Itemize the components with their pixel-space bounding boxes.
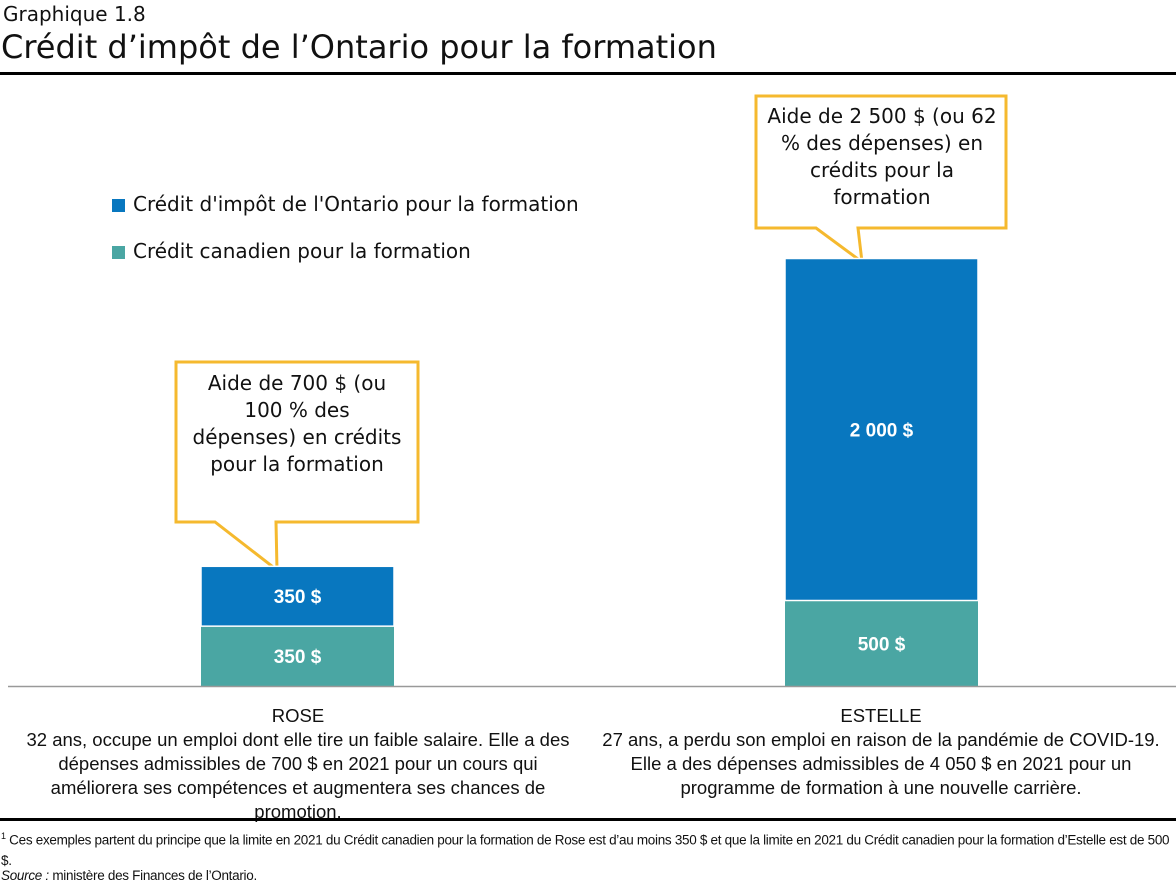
bar-estelle-series-0: [785, 600, 978, 686]
data-label: 350 $: [274, 587, 322, 608]
data-label: 2 000 $: [850, 421, 914, 442]
callout-box-rose: [174, 360, 420, 574]
callout-box-estelle: [754, 94, 1008, 266]
legend-item-canada: Crédit canadien pour la formation: [112, 239, 471, 263]
category-label: ESTELLE: [840, 705, 922, 726]
chart-title: Crédit d’impôt de l’Ontario pour la form…: [1, 28, 717, 66]
source-text: ministère des Finances de l’Ontario.: [52, 868, 257, 883]
category-description: 32 ans, occupe un emploi dont elle tire …: [26, 729, 570, 822]
data-label: 350 $: [274, 647, 322, 668]
legend-item-ontario: Crédit d'impôt de l'Ontario pour la form…: [112, 192, 579, 216]
legend-label: Crédit canadien pour la formation: [133, 239, 471, 263]
annotation-rose: Aide de 700 $ (ou 100 % des dépenses) en…: [192, 371, 402, 476]
category-rose: ROSE 32 ans, occupe un emploi dont elle …: [0, 704, 596, 824]
source: Source : ministère des Finances de l’Ont…: [1, 868, 257, 883]
footnote: 1 Ces exemples partent du principe que l…: [1, 826, 1176, 871]
footnote-rule: [0, 818, 1176, 821]
annotation-estelle: Aide de 2 500 $ (ou 62 % des dépenses) e…: [767, 104, 997, 209]
category-estelle: ESTELLE 27 ans, a perdu son emploi en ra…: [596, 704, 1166, 800]
legend-label: Crédit d'impôt de l'Ontario pour la form…: [133, 192, 579, 216]
chart-number: Graphique 1.8: [3, 2, 146, 26]
footnote-text: Ces exemples partent du principe que la …: [1, 832, 1170, 868]
bar-rose-series-1: [200, 565, 395, 627]
data-label: 500 $: [858, 634, 906, 655]
footnote-marker: 1: [1, 831, 6, 841]
bar-rose-series-0: [201, 626, 394, 686]
source-label: Source :: [1, 868, 49, 883]
legend-swatch: [112, 199, 125, 212]
title-rule: [0, 72, 1176, 75]
bar-estelle-series-1: [784, 257, 979, 602]
category-description: 27 ans, a perdu son emploi en raison de …: [602, 729, 1160, 798]
category-label: ROSE: [271, 705, 325, 726]
legend-swatch: [112, 246, 125, 259]
